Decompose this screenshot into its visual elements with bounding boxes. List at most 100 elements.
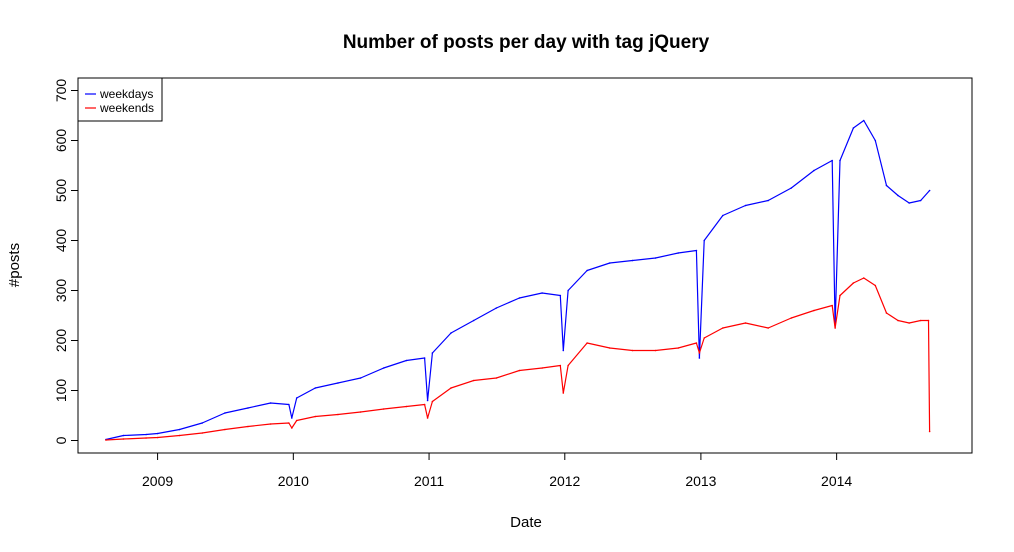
y-axis: 0 100 200 300 400 500 600 700 [53, 79, 79, 444]
data-point-weekdays [767, 199, 770, 202]
data-point-weekdays [586, 269, 588, 272]
data-point-weekends [431, 400, 434, 403]
data-point-weekends [224, 428, 226, 431]
data-point-weekends [359, 411, 362, 413]
data-point-weekdays [145, 433, 147, 436]
data-point-weekends [790, 317, 793, 319]
data-point-weekdays [337, 382, 339, 384]
data-point-weekdays [405, 359, 408, 362]
data-point-weekdays [201, 422, 204, 424]
data-point-weekends [874, 284, 877, 287]
data-point-weekdays [631, 259, 634, 262]
data-point-weekdays [291, 417, 293, 419]
x-tick-label: 2012 [549, 473, 580, 489]
data-point-weekends [767, 327, 770, 329]
data-point-weekdays [722, 214, 724, 217]
data-point-weekends [541, 367, 543, 369]
data-point-weekends [337, 413, 339, 416]
data-point-weekdays [839, 159, 841, 162]
data-point-weekends [472, 379, 475, 382]
data-point-weekends [382, 408, 385, 410]
data-point-weekends [722, 327, 724, 329]
data-point-weekdays [862, 119, 865, 122]
data-point-weekends [862, 277, 865, 279]
data-point-weekdays [559, 294, 562, 297]
data-point-weekends [562, 392, 565, 394]
data-point-weekdays [695, 249, 698, 252]
y-axis-label: #posts [6, 243, 23, 287]
data-point-weekdays [431, 352, 434, 354]
data-point-weekends [703, 337, 706, 339]
data-point-weekends [288, 422, 290, 424]
data-point-weekdays [608, 262, 611, 264]
data-point-weekends [122, 438, 125, 440]
legend: weekdays weekends [77, 77, 163, 122]
data-point-weekdays [790, 187, 793, 189]
data-point-weekends [156, 436, 159, 439]
data-point-weekends [518, 369, 521, 372]
data-point-weekends [677, 347, 680, 349]
data-point-weekdays [698, 357, 701, 359]
x-axis-label: Date [510, 514, 542, 531]
data-point-weekends [908, 322, 910, 324]
data-point-weekends [631, 349, 634, 352]
data-point-weekends [839, 294, 841, 297]
y-tick-label: 200 [53, 329, 69, 353]
data-point-weekdays [426, 399, 429, 402]
x-tick-label: 2009 [142, 473, 173, 489]
data-point-weekends [698, 352, 701, 354]
x-tick-label: 2010 [278, 473, 309, 489]
data-point-weekdays [518, 297, 521, 299]
data-point-weekdays [495, 307, 498, 309]
data-point-weekdays [472, 319, 475, 322]
data-point-weekdays [423, 357, 426, 359]
data-point-weekends [291, 427, 293, 429]
data-point-weekends [927, 319, 930, 322]
y-tick-label: 0 [53, 436, 69, 444]
chart-title: Number of posts per day with tag jQuery [343, 32, 710, 53]
data-point-weekdays [247, 407, 249, 409]
data-point-weekdays [295, 397, 298, 399]
y-tick-label: 100 [53, 379, 69, 403]
data-point-weekdays [919, 199, 922, 202]
y-tick-label: 300 [53, 279, 69, 303]
data-point-weekdays [541, 292, 543, 294]
data-point-weekdays [359, 377, 362, 379]
data-point-weekends [744, 322, 747, 324]
x-tick-label: 2011 [414, 473, 444, 489]
data-point-weekdays [382, 367, 385, 369]
data-point-weekdays [654, 257, 657, 259]
data-point-weekends [852, 282, 855, 284]
data-point-weekends [450, 387, 452, 389]
data-point-weekdays [928, 189, 931, 192]
data-point-weekdays [314, 387, 317, 389]
data-point-weekends [314, 415, 317, 418]
data-point-weekdays [562, 349, 565, 352]
data-point-weekends [423, 403, 426, 406]
legend-box [77, 77, 163, 122]
data-point-weekdays [908, 202, 910, 204]
series-layer [105, 119, 931, 441]
y-tick-label: 400 [53, 229, 69, 253]
y-tick-label: 600 [53, 129, 69, 153]
y-tick-label: 500 [53, 179, 69, 203]
data-point-weekends [405, 405, 408, 408]
data-point-weekdays [852, 127, 855, 129]
data-point-weekdays [269, 402, 272, 404]
data-point-weekends [426, 417, 429, 419]
data-point-weekends [201, 432, 204, 434]
data-point-weekdays [885, 184, 888, 187]
data-point-weekdays [897, 194, 899, 197]
data-point-weekdays [288, 403, 290, 406]
data-point-weekdays [567, 289, 569, 292]
data-point-weekends [105, 439, 107, 441]
series-line-weekdays [105, 119, 931, 441]
legend-label-weekends: weekends [99, 101, 154, 115]
data-point-weekdays [122, 434, 125, 437]
data-point-weekends [834, 327, 836, 329]
data-point-weekdays [874, 139, 877, 142]
x-tick-label: 2014 [821, 473, 852, 489]
data-point-weekends [897, 319, 899, 322]
